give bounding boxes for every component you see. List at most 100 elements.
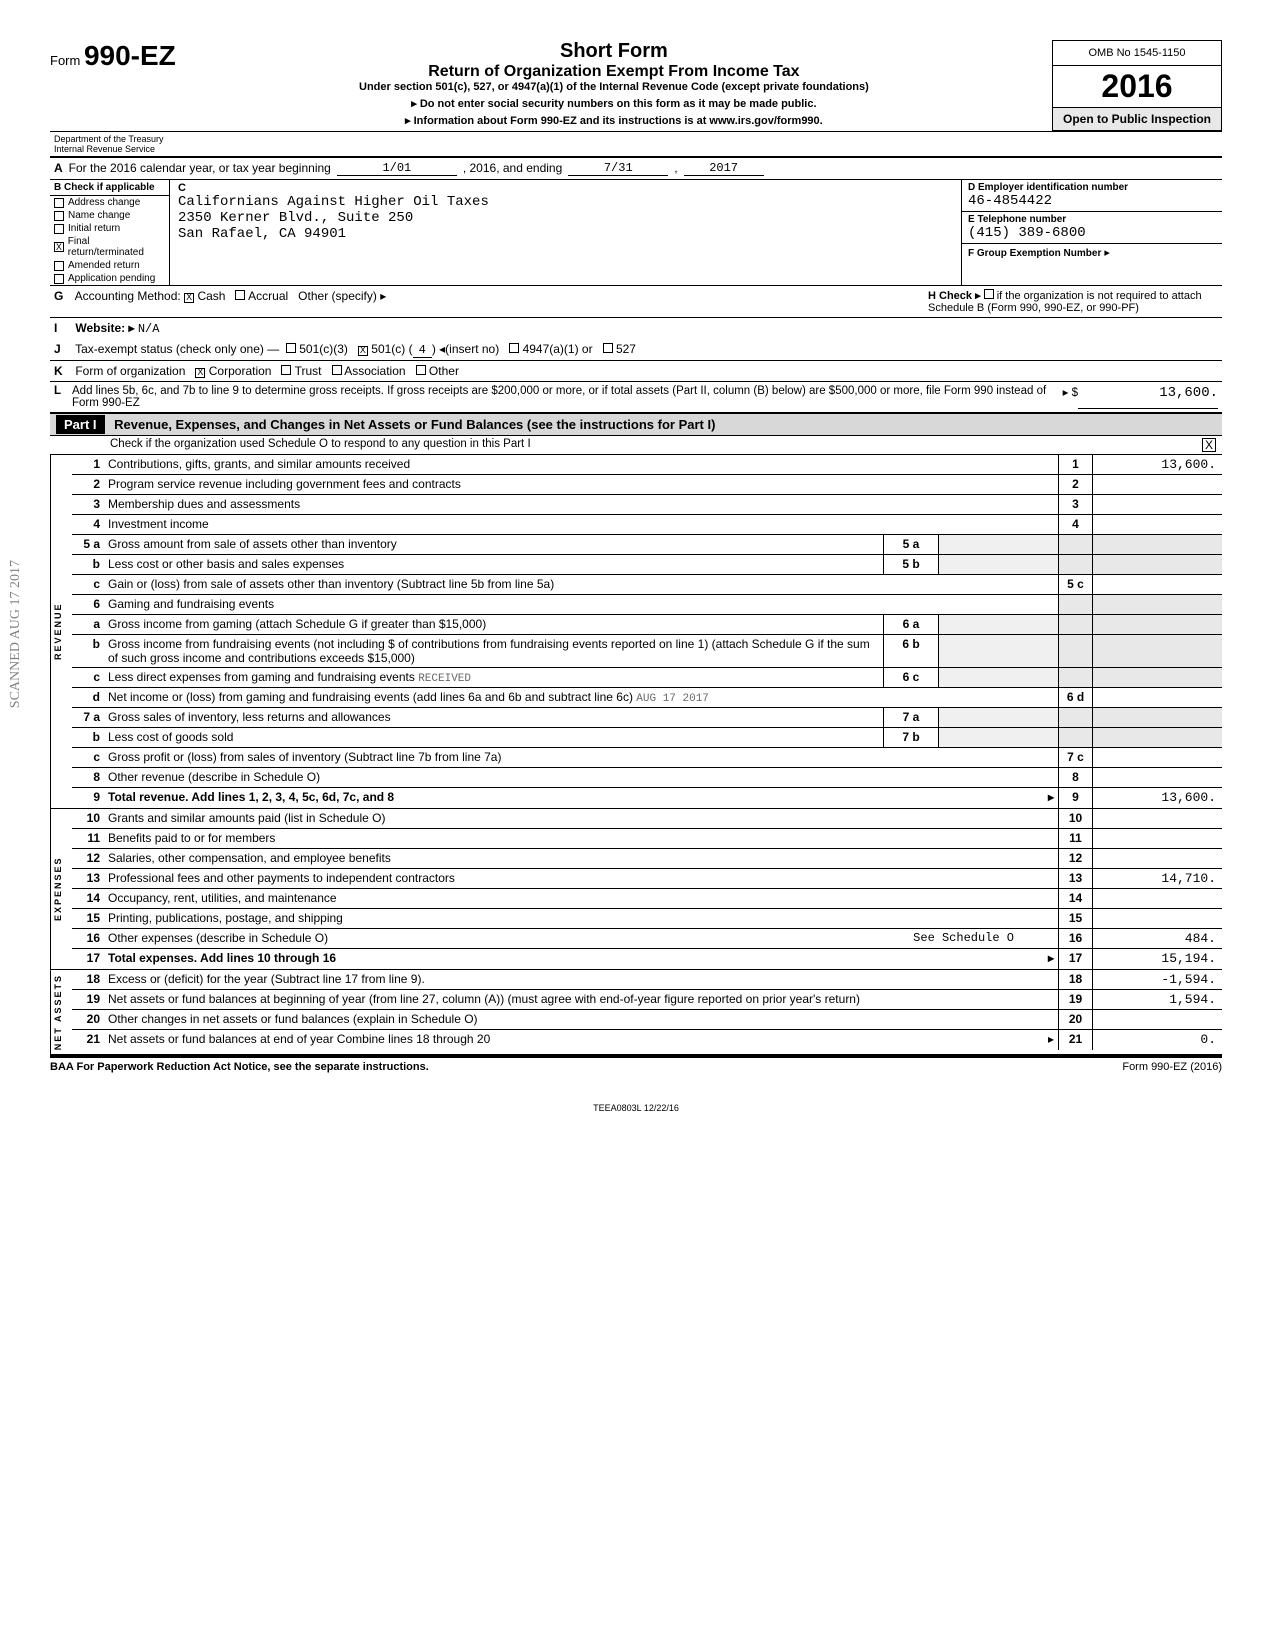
l8-ln: 8 — [1058, 768, 1092, 787]
chk-address-box[interactable] — [54, 198, 64, 208]
chk-4947[interactable] — [509, 343, 519, 353]
l7a-amt — [1092, 708, 1222, 727]
l3-amt — [1092, 495, 1222, 514]
lbl-cash: Cash — [197, 289, 225, 303]
l14-amt — [1092, 889, 1222, 908]
l7a-sub: 7 a — [883, 708, 938, 727]
l8-amt — [1092, 768, 1222, 787]
row-l: L Add lines 5b, 6c, and 7b to line 9 to … — [50, 382, 1222, 414]
l3-n: 3 — [72, 495, 104, 514]
page-code: TEEA0803L 12/22/16 — [50, 1103, 1222, 1113]
line-9: 9Total revenue. Add lines 1, 2, 3, 4, 5c… — [72, 788, 1222, 808]
l17-n: 17 — [72, 949, 104, 969]
chk-trust[interactable] — [281, 365, 291, 375]
part1-sub-chk[interactable]: X — [1202, 438, 1216, 452]
chk-501c[interactable]: X — [358, 346, 368, 356]
lbl-accrual: Accrual — [248, 289, 288, 303]
chk-name-box[interactable] — [54, 211, 64, 221]
line-5c: cGain or (loss) from sale of assets othe… — [72, 575, 1222, 595]
chk-527[interactable] — [603, 343, 613, 353]
chk-final-box[interactable]: X — [54, 242, 64, 252]
lbl-other-org: Other — [429, 364, 459, 378]
lbl-501c3: 501(c)(3) — [299, 342, 348, 356]
l6a-amt — [1092, 615, 1222, 634]
dept-row: Department of the Treasury Internal Reve… — [50, 131, 1222, 158]
l-amt: 13,600. — [1078, 385, 1218, 409]
line-a-end: 7/31 — [568, 161, 668, 176]
l6-d: Gaming and fundraising events — [104, 595, 1058, 614]
dept-mid — [210, 132, 1222, 156]
chk-other-org[interactable] — [416, 365, 426, 375]
line-2: 2Program service revenue including gover… — [72, 475, 1222, 495]
line-13: 13Professional fees and other payments t… — [72, 869, 1222, 889]
dept-left: Department of the Treasury Internal Reve… — [50, 132, 210, 156]
l7b-ln — [1058, 728, 1092, 747]
row-h: H Check ▸ if the organization is not req… — [922, 286, 1222, 317]
chk-name: Name change — [50, 209, 169, 222]
tax-year: 2016 — [1053, 66, 1221, 107]
chk-501c3[interactable] — [286, 343, 296, 353]
l15-d: Printing, publications, postage, and shi… — [104, 909, 1058, 928]
revenue-section: REVENUE 1Contributions, gifts, grants, a… — [50, 455, 1222, 809]
l6d-ln: 6 d — [1058, 688, 1092, 707]
l13-amt: 14,710. — [1092, 869, 1222, 888]
l5a-sv — [938, 535, 1058, 554]
l10-ln: 10 — [1058, 809, 1092, 828]
l6c-sv — [938, 668, 1058, 687]
f-label: F Group Exemption Number — [968, 248, 1101, 259]
l6d-n: d — [72, 688, 104, 707]
chk-h[interactable] — [984, 289, 994, 299]
chk-accrual[interactable] — [235, 290, 245, 300]
val-501c: 4 — [413, 343, 432, 358]
stamp-date: AUG 17 2017 — [636, 693, 709, 705]
chk-pending-box[interactable] — [54, 274, 64, 284]
lbl-trust: Trust — [295, 364, 322, 378]
l15-n: 15 — [72, 909, 104, 928]
line-1: 1Contributions, gifts, grants, and simil… — [72, 455, 1222, 475]
i-letter: I — [54, 321, 72, 335]
line-a-text2: , 2016, and ending — [463, 161, 562, 176]
l14-d: Occupancy, rent, utilities, and maintena… — [104, 889, 1058, 908]
chk-initial-box[interactable] — [54, 224, 64, 234]
l5a-sub: 5 a — [883, 535, 938, 554]
l6b-ln — [1058, 635, 1092, 667]
l5a-amt — [1092, 535, 1222, 554]
line-6b: bGross income from fundraising events (n… — [72, 635, 1222, 668]
chk-final-lbl: Final return/terminated — [68, 236, 165, 258]
chk-amended-lbl: Amended return — [68, 260, 140, 271]
title-sub: Return of Organization Exempt From Incom… — [196, 63, 1032, 81]
l5c-d: Gain or (loss) from sale of assets other… — [104, 575, 1058, 594]
chk-corp[interactable]: X — [195, 368, 205, 378]
l21-ln: 21 — [1058, 1030, 1092, 1050]
l7b-n: b — [72, 728, 104, 747]
l9-arrow: ▸ — [1048, 790, 1054, 804]
l2-d: Program service revenue including govern… — [104, 475, 1058, 494]
l15-amt — [1092, 909, 1222, 928]
row-k: K Form of organization X Corporation Tru… — [50, 361, 1222, 382]
line-14: 14Occupancy, rent, utilities, and mainte… — [72, 889, 1222, 909]
l13-d: Professional fees and other payments to … — [104, 869, 1058, 888]
row-g: G Accounting Method: X Cash Accrual Othe… — [50, 286, 922, 317]
part1-sub: Check if the organization used Schedule … — [50, 436, 1222, 455]
l-letter: L — [54, 385, 72, 409]
l5b-ln — [1058, 555, 1092, 574]
l6a-sv — [938, 615, 1058, 634]
part1-title: Revenue, Expenses, and Changes in Net As… — [114, 417, 715, 432]
l7b-d: Less cost of goods sold — [104, 728, 883, 747]
lbl-assoc: Association — [344, 364, 405, 378]
l16-extra: See Schedule O — [913, 931, 1014, 945]
l12-ln: 12 — [1058, 849, 1092, 868]
l6d-d: Net income or (loss) from gaming and fun… — [108, 690, 633, 704]
chk-cash[interactable]: X — [184, 293, 194, 303]
l20-n: 20 — [72, 1010, 104, 1029]
chk-amended-box[interactable] — [54, 261, 64, 271]
l16-amt: 484. — [1092, 929, 1222, 948]
l6-n: 6 — [72, 595, 104, 614]
chk-assoc[interactable] — [332, 365, 342, 375]
l2-n: 2 — [72, 475, 104, 494]
form-header: Form 990-EZ Short Form Return of Organiz… — [50, 40, 1222, 131]
l5c-amt — [1092, 575, 1222, 594]
l6c-d: Less direct expenses from gaming and fun… — [108, 670, 415, 684]
sect-e: E Telephone number (415) 389-6800 — [962, 212, 1222, 244]
line-a-text3: , — [674, 161, 677, 176]
